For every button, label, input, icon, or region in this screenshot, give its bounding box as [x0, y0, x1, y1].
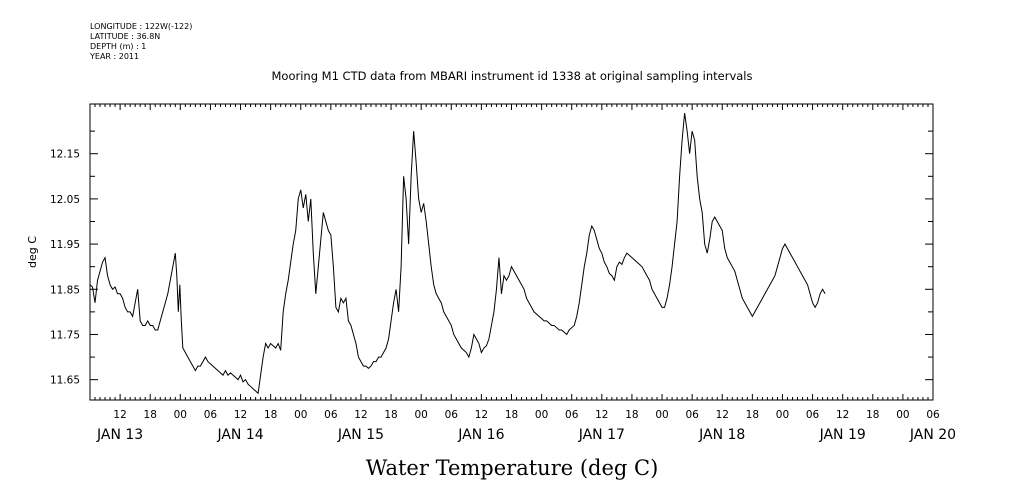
longitude-text: LONGITUDE : 122W(-122) [90, 22, 193, 31]
x-tick-label: 12 [113, 409, 126, 421]
metadata-block: LONGITUDE : 122W(-122) LATITUDE : 36.8N … [90, 22, 192, 62]
y-axis-label: deg C [26, 236, 39, 268]
x-tick-label: 18 [625, 409, 638, 421]
axis-ticks [89, 104, 934, 400]
x-tick-label: 18 [866, 409, 879, 421]
series-line [89, 112, 826, 395]
x-day-label: JAN 15 [337, 427, 384, 443]
x-tick-label: 12 [595, 409, 608, 421]
x-tick-label: 12 [354, 409, 367, 421]
depth-text: DEPTH (m) : 1 [90, 42, 147, 51]
y-tick-label: 11.85 [50, 284, 80, 296]
x-axis-label: Water Temperature (deg C) [366, 456, 659, 480]
y-tick-label: 12.15 [50, 149, 80, 161]
x-tick-label: 06 [685, 409, 699, 421]
x-tick-label: 00 [535, 409, 548, 421]
x-tick-label: 12 [836, 409, 849, 421]
y-tick-label: 11.65 [50, 375, 80, 387]
x-tick-label: 06 [324, 409, 338, 421]
x-tick-label: 00 [174, 409, 187, 421]
x-day-label: JAN 18 [698, 427, 745, 443]
y-tick-label: 11.95 [50, 239, 80, 251]
x-tick-label: 18 [384, 409, 397, 421]
x-day-label: JAN 17 [578, 427, 625, 443]
x-tick-label: 00 [294, 409, 307, 421]
latitude-text: LATITUDE : 36.8N [90, 32, 161, 41]
x-day-label: JAN 20 [909, 427, 956, 443]
x-tick-labels: 12 18 00 06 12 18 00 06 12 18 00 06 12 18 00 06 12 18 00 06… [113, 409, 940, 421]
plot-frame [89, 103, 934, 401]
x-tick-label: 06 [926, 409, 940, 421]
chart-title: Mooring M1 CTD data from MBARI instrumen… [272, 69, 753, 83]
x-tick-label: 06 [565, 409, 579, 421]
x-tick-label: 12 [234, 409, 247, 421]
x-tick-label: 18 [144, 409, 157, 421]
x-day-label: JAN 16 [457, 427, 504, 443]
x-tick-label: 18 [264, 409, 277, 421]
y-tick-label: 11.75 [50, 329, 80, 341]
x-day-label: JAN 13 [96, 427, 143, 443]
x-day-label: JAN 14 [216, 427, 263, 443]
x-tick-label: 00 [896, 409, 909, 421]
x-tick-label: 12 [475, 409, 488, 421]
x-tick-label: 06 [204, 409, 218, 421]
year-text: YEAR : 2011 [90, 52, 140, 61]
x-tick-label: 06 [445, 409, 459, 421]
x-tick-label: 18 [505, 409, 518, 421]
y-tick-labels: 11.65 11.75 11.85 11.95 12.05 12.15 [50, 149, 80, 387]
x-tick-label: 00 [655, 409, 668, 421]
x-tick-label: 06 [806, 409, 820, 421]
x-day-label: JAN 19 [819, 427, 866, 443]
x-tick-label: 00 [414, 409, 427, 421]
x-day-labels: JAN 13 JAN 14 JAN 15 JAN 16 JAN 17 JAN 18 JAN … [96, 427, 956, 443]
x-tick-label: 00 [776, 409, 789, 421]
x-tick-label: 12 [716, 409, 729, 421]
y-tick-label: 12.05 [50, 194, 80, 206]
x-tick-label: 18 [746, 409, 759, 421]
